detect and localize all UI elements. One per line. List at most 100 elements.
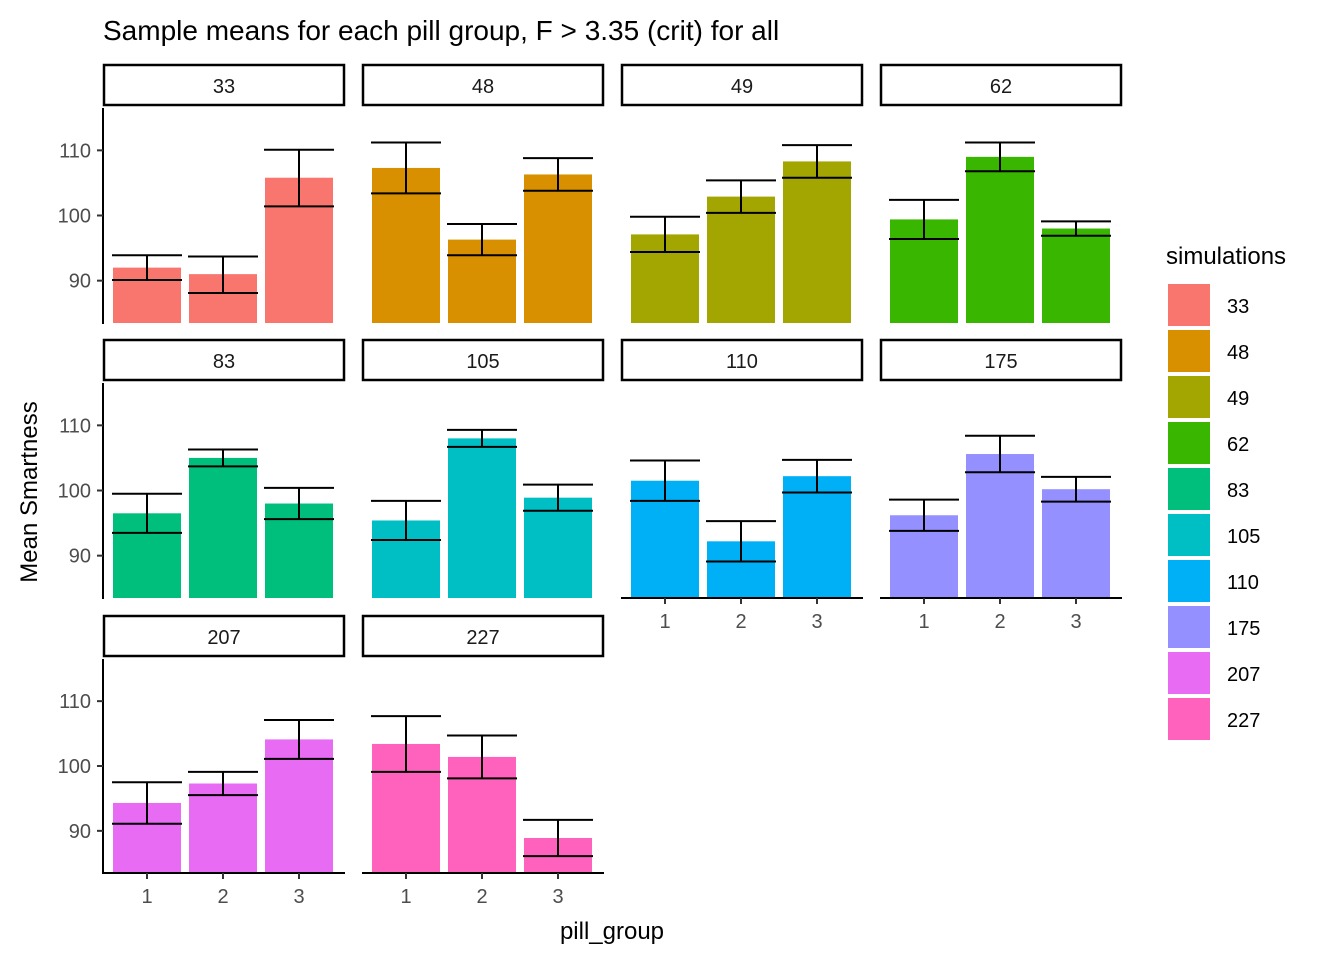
facet-strip-label: 227 (466, 627, 499, 649)
facet-strip (102, 63, 346, 107)
x-axis-title: pill_group (560, 918, 664, 945)
y-tick-label: 90 (69, 546, 91, 568)
y-tick-label: 110 (59, 415, 91, 437)
error-bar (264, 148, 334, 208)
legend-item-62: 62 (1168, 422, 1249, 464)
error-bar (447, 734, 517, 780)
error-bar (188, 255, 258, 295)
legend-label: 227 (1227, 710, 1260, 732)
bar (1042, 228, 1110, 323)
bar (189, 783, 257, 873)
error-bar (523, 483, 593, 512)
legend-label: 83 (1227, 480, 1249, 502)
facet-panel-48: 48 (361, 63, 605, 323)
error-bar (447, 428, 517, 448)
legend-item-175: 175 (1168, 606, 1260, 648)
error-bar (112, 492, 182, 534)
error-bar (889, 198, 959, 240)
x-tick-label: 2 (994, 611, 1005, 633)
facet-strip-label: 175 (984, 351, 1017, 373)
legend: simulations 33 48 49 62 83 105 110 175 207 227 (1166, 243, 1286, 740)
facet-panel-49: 49 (620, 63, 864, 323)
facet-strip (879, 338, 1123, 382)
facet-panels: 3 3 90 100 110 48 49 62 83 90 100 110 105 110 1 2 3 175 1 2… (58, 63, 1123, 908)
facet-strip-label: 83 (213, 351, 235, 373)
facet-panel-105: 105 (361, 338, 605, 598)
legend-label: 49 (1227, 388, 1249, 410)
error-bar (523, 818, 593, 858)
y-tick-label: 100 (58, 206, 91, 228)
legend-item-33: 33 (1168, 284, 1249, 326)
facet-panel-227: 227 1 2 3 (361, 614, 605, 908)
legend-key (1168, 422, 1210, 464)
legend-key (1168, 606, 1210, 648)
y-axis-title: Mean Smartness (16, 401, 43, 582)
bar (783, 161, 851, 323)
facet-panel-33: 33 90 100 110 (58, 63, 346, 324)
legend-label: 207 (1227, 664, 1260, 686)
legend-item-48: 48 (1168, 330, 1249, 372)
facet-panel-83: 83 90 100 110 (58, 338, 346, 599)
bar (1042, 489, 1110, 598)
legend-key (1168, 468, 1210, 510)
legend-label: 110 (1227, 572, 1259, 594)
x-tick-label: 2 (476, 886, 487, 908)
error-bar (371, 141, 441, 195)
error-bar (447, 222, 517, 257)
x-tick-label: 1 (400, 886, 411, 908)
legend-label: 62 (1227, 434, 1249, 456)
facet-panel-175: 175 1 2 3 (879, 338, 1123, 633)
legend-title: simulations (1166, 243, 1286, 270)
facet-strip (879, 63, 1123, 107)
chart-title: Sample means for each pill group, F > 3.… (103, 15, 779, 46)
error-bar (706, 179, 776, 214)
bar (524, 497, 592, 598)
x-tick-label: 1 (918, 611, 929, 633)
facet-strip (361, 338, 605, 382)
error-bar (188, 770, 258, 797)
legend-key (1168, 330, 1210, 372)
error-bar (188, 448, 258, 468)
facet-strip-label: 62 (990, 76, 1012, 98)
error-bar (1041, 220, 1111, 237)
x-tick-label: 3 (811, 611, 822, 633)
error-bar (112, 254, 182, 281)
y-tick-label: 90 (69, 271, 91, 293)
legend-label: 33 (1227, 296, 1249, 318)
error-bar (112, 781, 182, 825)
bar (448, 438, 516, 598)
error-bar (630, 215, 700, 253)
facet-strip-label: 110 (726, 351, 758, 373)
facet-strip-label: 48 (472, 76, 494, 98)
x-tick-label: 1 (659, 611, 670, 633)
x-tick-label: 3 (1070, 611, 1081, 633)
error-bar (706, 520, 776, 563)
facet-strip (361, 614, 605, 658)
y-tick-label: 110 (59, 691, 91, 713)
error-bar (371, 715, 441, 773)
bar (265, 739, 333, 873)
legend-key (1168, 698, 1210, 740)
error-bar (782, 458, 852, 494)
legend-item-110: 110 (1168, 560, 1259, 602)
error-bar (264, 718, 334, 760)
x-tick-label: 1 (141, 886, 152, 908)
x-tick-label: 3 (293, 886, 304, 908)
error-bar (965, 434, 1035, 474)
legend-item-83: 83 (1168, 468, 1249, 510)
y-tick-label: 110 (59, 140, 91, 162)
error-bar (371, 499, 441, 542)
bar (966, 156, 1034, 323)
error-bar (1041, 475, 1111, 503)
facet-panel-62: 62 (879, 63, 1123, 323)
facet-strip (620, 63, 864, 107)
bar (189, 457, 257, 598)
facet-strip-label: 105 (466, 351, 499, 373)
error-bar (965, 141, 1035, 173)
y-tick-label: 100 (58, 756, 91, 778)
facet-panel-207: 207 90 100 110 1 2 3 (58, 614, 346, 908)
error-bar (782, 144, 852, 179)
y-tick-label: 90 (69, 821, 91, 843)
bar (783, 476, 851, 598)
bar (707, 196, 775, 323)
